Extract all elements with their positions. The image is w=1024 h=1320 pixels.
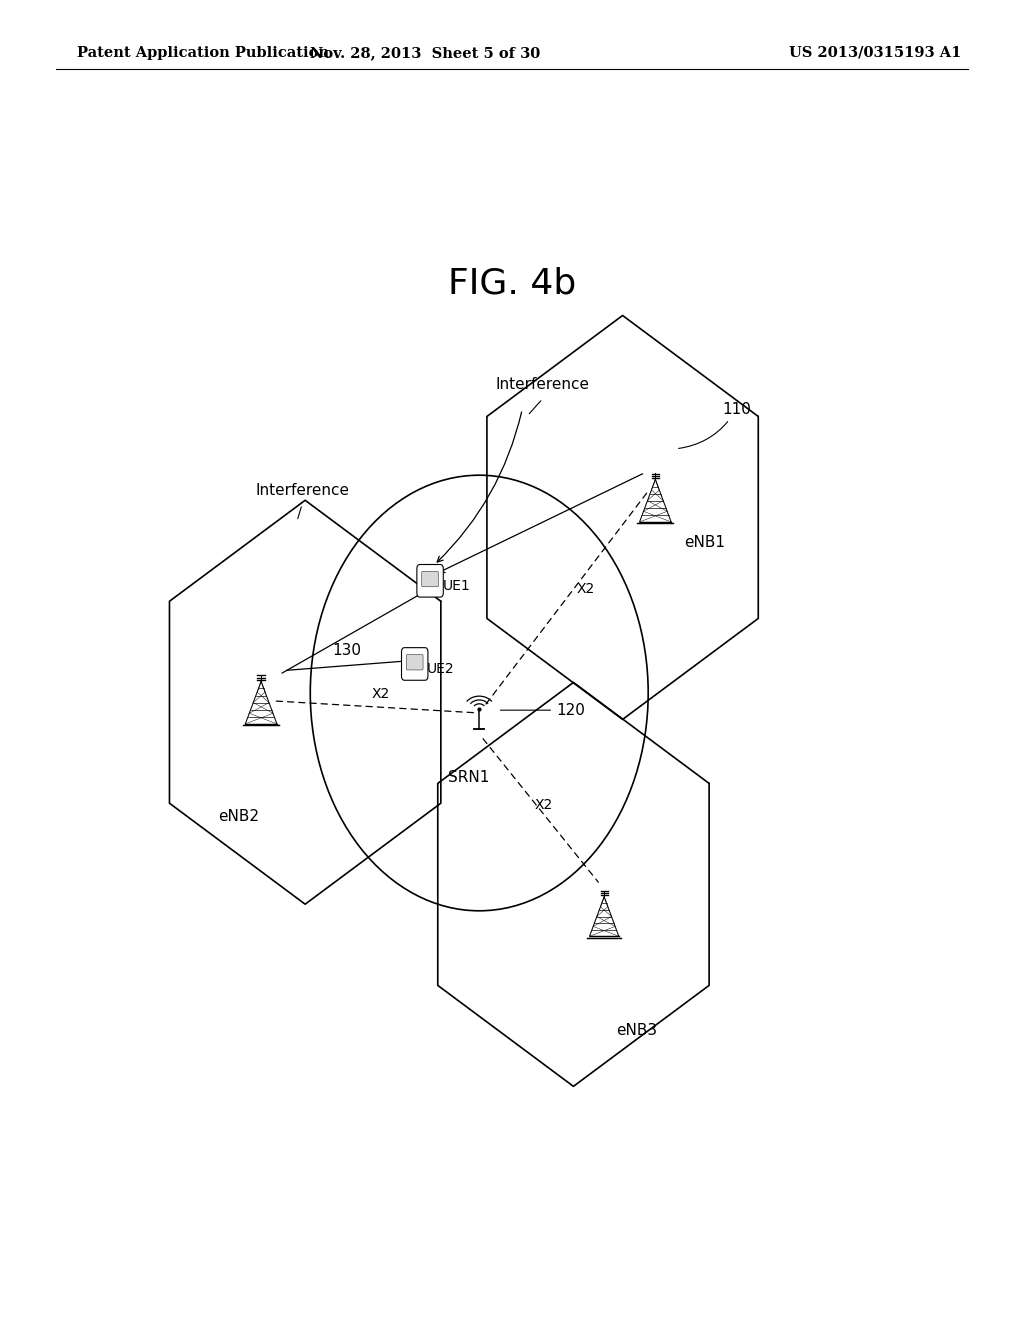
Text: 130: 130 [333, 643, 361, 659]
FancyArrowPatch shape [437, 412, 521, 562]
Text: eNB1: eNB1 [684, 535, 725, 549]
Text: UE1: UE1 [442, 579, 470, 593]
FancyArrowPatch shape [298, 507, 301, 519]
Text: FIG. 4b: FIG. 4b [447, 267, 577, 301]
Text: SRN1: SRN1 [449, 770, 489, 784]
Text: UE2: UE2 [427, 663, 455, 676]
FancyBboxPatch shape [417, 565, 443, 597]
FancyBboxPatch shape [422, 572, 438, 587]
FancyBboxPatch shape [407, 655, 423, 671]
Text: X2: X2 [535, 799, 553, 812]
Text: Patent Application Publication: Patent Application Publication [77, 46, 329, 59]
Text: X2: X2 [372, 688, 390, 701]
Text: Interference: Interference [496, 378, 590, 392]
FancyArrowPatch shape [529, 401, 541, 413]
Text: Nov. 28, 2013  Sheet 5 of 30: Nov. 28, 2013 Sheet 5 of 30 [310, 46, 540, 59]
Text: Interference: Interference [255, 483, 349, 498]
Text: 110: 110 [679, 401, 751, 449]
Text: eNB2: eNB2 [218, 809, 259, 824]
Text: 120: 120 [501, 702, 585, 718]
Text: eNB3: eNB3 [616, 1023, 657, 1038]
FancyBboxPatch shape [401, 648, 428, 680]
Text: X2: X2 [577, 582, 595, 595]
Text: US 2013/0315193 A1: US 2013/0315193 A1 [790, 46, 962, 59]
